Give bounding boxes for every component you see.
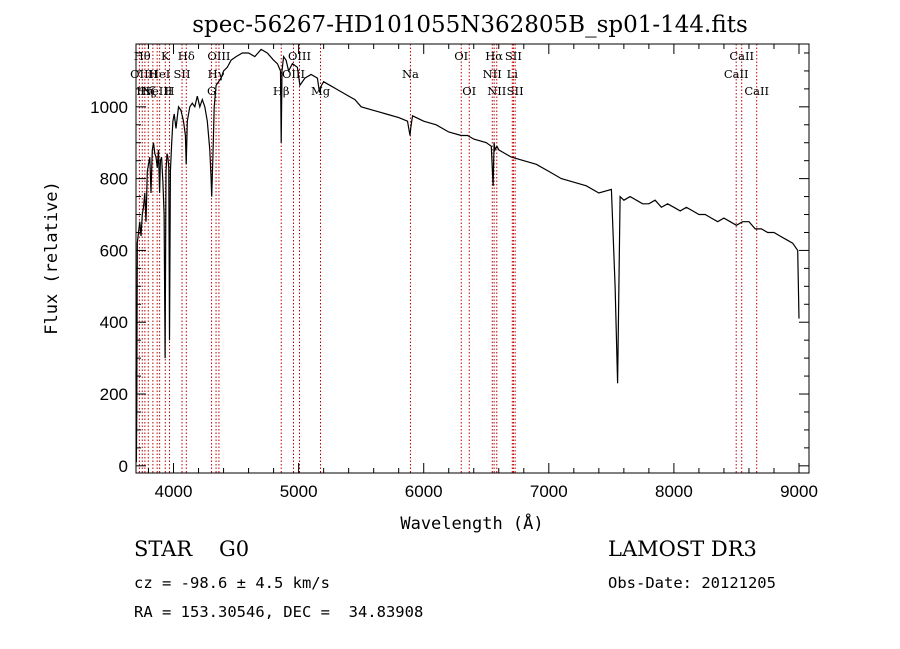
- line-label-20: OI: [462, 84, 476, 98]
- line-label-8: H: [165, 84, 175, 98]
- x-tick-label-2: 6000: [405, 482, 443, 501]
- spectral-line-labels: OIIHθHηHζHNeIIIHeIKHSIIHδGHγOIIIHβOIIIOI…: [130, 49, 769, 98]
- x-tick-label-3: 7000: [530, 482, 568, 501]
- y-tick-label-5: 1000: [90, 98, 128, 117]
- x-tick-label-1: 5000: [280, 482, 318, 501]
- x-tick-label-5: 9000: [780, 482, 818, 501]
- plot-frame: [135, 43, 810, 474]
- line-label-21: NII: [483, 67, 502, 81]
- object-class: STAR: [134, 537, 193, 561]
- y-tick-label-3: 600: [100, 241, 128, 260]
- line-label-25: SII: [505, 49, 522, 63]
- line-label-19: OI: [454, 49, 468, 63]
- line-label-11: G: [207, 84, 216, 98]
- survey-name: LAMOST DR3: [608, 537, 757, 561]
- observation-date: Obs-Date: 20121205: [608, 574, 776, 592]
- line-label-5: NeIII: [142, 84, 173, 98]
- line-label-23: NII: [487, 84, 506, 98]
- y-axis: 0 200 400 600 800 1000: [90, 52, 809, 476]
- line-label-15: OIII: [282, 67, 305, 81]
- x-tick-label-4: 8000: [655, 482, 693, 501]
- line-label-17: Mg: [311, 84, 331, 98]
- spectral-line-markers: [138, 44, 758, 473]
- line-label-27: CaII: [724, 67, 749, 81]
- line-label-12: Hγ: [208, 67, 225, 81]
- x-axis-label: Wavelength (Å): [400, 512, 543, 534]
- line-label-16: OIII: [288, 49, 311, 63]
- y-tick-label-0: 0: [119, 457, 128, 476]
- line-label-22: Hα: [485, 49, 503, 63]
- line-label-4: H: [148, 67, 158, 81]
- y-axis-label: Flux (relative): [42, 181, 62, 335]
- line-label-28: CaII: [729, 49, 754, 63]
- line-label-9: SII: [174, 67, 191, 81]
- line-label-3: Hζ: [140, 84, 156, 98]
- y-tick-label-2: 400: [100, 313, 128, 332]
- line-label-13: OIII: [207, 49, 230, 63]
- object-class-row: STAR G0: [134, 537, 249, 561]
- line-label-18: Na: [402, 67, 419, 81]
- x-tick-label-0: 4000: [155, 482, 193, 501]
- redshift-text: cz = -98.6 ± 4.5 km/s: [134, 574, 330, 592]
- x-axis: 4000 5000 6000 7000 8000 9000: [148, 44, 818, 501]
- line-label-2: Hη: [136, 84, 153, 98]
- line-label-26: SII: [507, 84, 524, 98]
- line-label-24: Li: [507, 67, 519, 81]
- coordinates-text: RA = 153.30546, DEC = 34.83908: [134, 603, 424, 621]
- y-tick-label-1: 200: [100, 385, 128, 404]
- spectrum-line: [135, 48, 800, 463]
- line-label-0: OII: [130, 67, 149, 81]
- line-label-29: CaII: [744, 84, 769, 98]
- y-tick-label-4: 800: [100, 170, 128, 189]
- line-label-7: K: [161, 49, 170, 63]
- object-subclass: G0: [218, 537, 250, 561]
- chart-title: spec-56267-HD101055N362805B_sp01-144.fit…: [192, 12, 748, 38]
- line-label-6: HeI: [149, 67, 170, 81]
- line-label-10: Hδ: [178, 49, 195, 63]
